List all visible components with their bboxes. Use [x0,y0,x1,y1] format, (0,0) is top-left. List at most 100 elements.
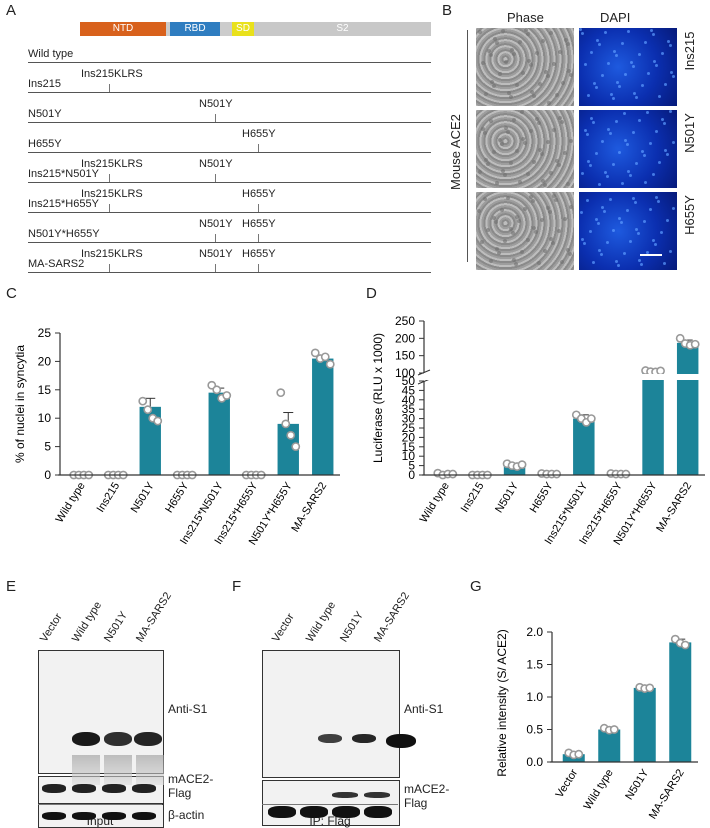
cell-dot [489,259,493,263]
cell-dot [511,231,515,235]
nucleus-dot [672,141,675,144]
cell-dot [549,171,553,175]
nucleus-dot [586,199,589,202]
x-tick-label: MA-SARS2 [647,767,687,821]
nucleus-dot [632,131,635,134]
nucleus-dot [623,252,626,255]
mutation-label: N501Y [199,248,233,260]
cell-dot [564,38,568,42]
nucleus-dot [655,130,658,133]
nucleus-dot [583,242,586,245]
nucleus-dot [669,44,672,47]
col-label-dapi: DAPI [600,10,631,25]
data-point [609,725,619,734]
cell-dot [494,220,498,224]
nucleus-dot [643,220,646,223]
cell-dot [498,72,502,76]
band [72,784,96,793]
mutation-label: N501Y [199,98,233,110]
cell-dot [532,226,536,230]
data-point [281,419,291,429]
cell-dot [487,49,491,53]
cell-dot [569,205,573,209]
data-point [212,385,222,395]
construct-name: Ins215*N501Y [28,168,99,180]
x-tick-label: H655Y [528,480,556,515]
cell-dot [529,129,533,133]
y-tick-label: 0.5 [526,723,543,737]
nucleus-dot [638,53,641,56]
data-point [656,366,665,376]
data-point [325,359,335,369]
cell-dot [500,142,504,146]
construct-line [28,212,431,213]
x-tick-label: Ins215 [459,480,487,514]
cell-dot [486,162,490,166]
blot-label-e-actin: β-actin [168,808,205,822]
mutation-tick [109,174,110,182]
cell-dot [520,110,524,114]
mutation-tick [109,84,110,92]
nucleus-dot [606,241,609,244]
cell-dot [489,119,493,123]
cell-dot [544,70,548,74]
nucleus-dot [601,206,604,209]
nucleus-dot [604,31,607,34]
cell-dot [541,179,545,183]
y-axis-label: Relative intensity (S/ ACE2) [495,629,509,776]
band [318,734,342,743]
construct-name: Ins215 [28,78,62,90]
cell-dot [540,152,544,156]
data-point [153,416,163,426]
cell-dot [551,241,555,245]
cell-dot [481,61,485,65]
nucleus-dot [612,97,615,100]
cell-dot [535,117,539,121]
cell-dot [523,207,527,211]
panel-f-western: Anti-S1 mACE2- Flag Vector Wild type N501Y… [230,580,470,828]
mutation-tick [258,234,259,242]
mutation-label: H655Y [242,188,276,200]
cell-dot [526,32,530,36]
cell-dot [527,59,531,63]
row-label: H655Y [682,195,697,235]
cell-dot [484,92,488,96]
side-bracket [467,30,468,262]
data-point [586,414,596,423]
cell-dot [521,71,525,75]
nucleus-dot [661,118,664,121]
cell-dot [549,237,553,241]
cell-dot [504,126,508,130]
nucleus-dot [627,170,630,173]
nucleus-dot [593,82,596,85]
nucleus-dot [653,60,656,63]
cell-dot [568,252,572,256]
band [102,784,126,793]
cell-dot [493,37,497,41]
chart-c: 0 5 10 15 20 25 % of nuclei in syncytia Wild ty… [13,326,340,547]
x-tick-label: MA-SARS2 [289,480,329,534]
band [42,812,66,820]
smear [72,755,100,785]
nucleus-dot [629,174,632,177]
panel-label-e: E [6,578,17,595]
nucleus-dot [603,210,606,213]
mutation-label: H655Y [242,248,276,260]
nucleus-dot [658,95,661,98]
cell-dot [503,173,507,177]
nucleus-dot [630,61,633,64]
nucleus-dot [618,151,621,154]
y-tick-label: 45 [402,383,416,397]
band [300,806,328,818]
nucleus-dot [581,172,584,175]
cell-dot [495,41,499,45]
nucleus-dot [615,120,618,123]
cell-dot [506,130,510,134]
band [352,734,376,743]
y-tick-label: 10 [38,411,52,425]
cell-dot [492,150,496,154]
nucleus-dot [654,243,657,246]
nucleus-dot [601,140,604,143]
nucleus-dot [584,129,587,132]
domain-sd: SD [232,22,254,36]
